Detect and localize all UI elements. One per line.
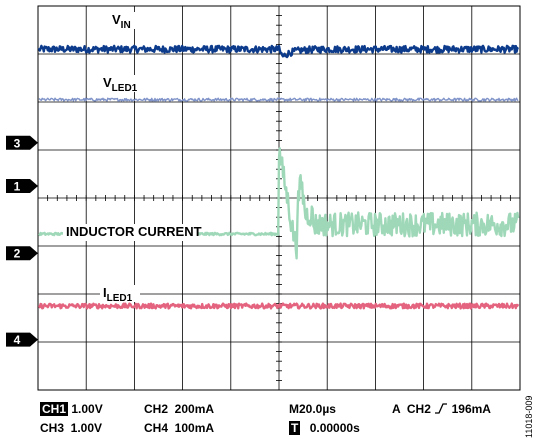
rising-edge-icon: [435, 403, 448, 414]
label-inductor-current: INDUCTOR CURRENT: [66, 224, 202, 239]
ch2-scale: CH2 200mA: [144, 402, 215, 416]
channel-marker-label: 2: [14, 247, 21, 261]
ch4-scale: CH4 100mA: [144, 421, 215, 435]
trace-labels: VIN VLED1 INDUCTOR CURRENT ILED1: [63, 12, 202, 304]
t-position: 0.00000s: [309, 421, 360, 435]
status-row-1: CH1 1.00V: [40, 402, 103, 416]
trace-ch4: [37, 302, 520, 310]
channel-marker-label: 1: [14, 180, 21, 194]
label-iled1-bg: [100, 285, 140, 302]
trigger-source: A CH2: [392, 402, 431, 416]
trigger-readout: A CH2 196mA: [392, 402, 491, 416]
channel-marker-label: 4: [14, 333, 21, 347]
channel-markers: 3 1 2 4: [6, 135, 38, 347]
channel-marker-4: [6, 332, 38, 347]
figure-id-box: 11018-009: [524, 382, 538, 442]
grid: [37, 5, 521, 391]
label-vled1-bg: [100, 75, 140, 92]
trigger-level: 196mA: [451, 402, 491, 416]
label-vin-bg: [109, 12, 136, 29]
trace-ch3: [38, 97, 519, 102]
label-vled1: VLED1: [103, 75, 138, 94]
ch3-scale: CH3 1.00V: [40, 421, 103, 435]
label-vin: VIN: [112, 12, 131, 31]
channel-marker-2: [6, 246, 38, 261]
timebase: M20.0µs: [289, 402, 336, 416]
trace-ch1: [37, 44, 520, 59]
ch1-scale: 1.00V: [71, 402, 103, 416]
t-icon: T: [289, 421, 301, 435]
channel-marker-label: 3: [14, 136, 21, 150]
trigger-position: T 0.00000s: [289, 421, 360, 435]
channel-marker-3: [6, 135, 38, 150]
figure-id: 11018-009: [524, 395, 534, 438]
channel-marker-1: [6, 179, 38, 193]
ch1-tag: CH1: [40, 402, 69, 416]
label-inductor-current-bg: [63, 224, 197, 241]
label-iled1: ILED1: [103, 285, 133, 304]
